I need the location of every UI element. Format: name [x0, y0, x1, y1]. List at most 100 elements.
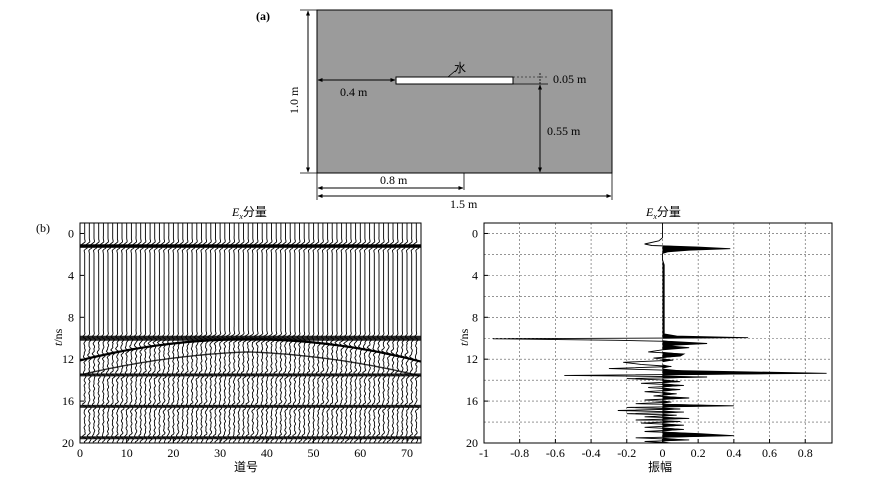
x-tick-label: 0.8 — [798, 446, 813, 460]
wiggle-trace — [109, 223, 116, 443]
wiggle-trace — [342, 223, 350, 443]
x-tick-label: 0.6 — [762, 446, 777, 460]
x-tick-label: -1 — [479, 446, 489, 460]
model-background — [316, 9, 613, 174]
offset-dimension-label: 0.4 m — [340, 85, 368, 99]
x-tick-label: -0.8 — [510, 446, 529, 460]
right-x-axis-label: 振幅 — [648, 459, 672, 474]
radargram-frame — [79, 222, 422, 444]
x-tick-label: -0.4 — [582, 446, 601, 460]
wiggle-trace — [356, 223, 364, 443]
wiggle-trace — [394, 223, 401, 443]
left-title-rest: 分量 — [243, 205, 267, 219]
wiggle-trace — [127, 223, 135, 443]
y-tick-label: 4 — [68, 268, 74, 282]
y-tick-label: 8 — [472, 310, 478, 324]
wiggle-trace — [207, 223, 215, 443]
left-chart-title: Ex分量 — [231, 205, 267, 221]
right-chart-title: Ex分量 — [645, 205, 681, 221]
wiggle-trace — [380, 223, 387, 443]
height-dimension-label: 1.0 m — [287, 86, 301, 114]
left-ylabel-rest: /ns — [51, 328, 65, 342]
wiggle-trace — [272, 223, 281, 443]
wiggle-trace — [314, 223, 322, 443]
wiggle-trace — [281, 223, 289, 443]
wiggle-trace — [333, 223, 340, 443]
wiggle-trace — [174, 223, 182, 443]
wiggle-trace — [300, 223, 308, 443]
wiggle-trace — [165, 223, 173, 443]
y-tick-label: 12 — [466, 352, 478, 366]
wiggle-trace — [169, 223, 177, 443]
thickness-dimension-label: 0.05 m — [553, 72, 587, 86]
wiggle-trace — [216, 223, 225, 443]
wiggle-trace — [235, 223, 244, 443]
water-leader — [447, 70, 456, 78]
wiggle-trace — [146, 223, 153, 443]
wiggle-trace — [197, 223, 205, 443]
wiggle-trace — [188, 223, 196, 443]
wiggle-trace — [403, 223, 411, 443]
y-tick-label: 16 — [62, 394, 74, 408]
x-tick-label: 0 — [77, 446, 83, 460]
panel-b-label: (b) — [36, 221, 50, 235]
left-axis-ticks: 0 10 20 30 40 50 60 70 0 4 8 12 16 20 — [62, 226, 413, 460]
wiggle-trace — [295, 223, 303, 443]
water-label: 水 — [454, 61, 466, 75]
panel-b-right: Ex分量 -1 -0.8 -0.6 -0.4 -0.2 0 0.2 0.4 0.6 0.8 0 4 8 1… — [457, 205, 833, 474]
right-axis-ticks: -1 -0.8 -0.6 -0.4 -0.2 0 0.2 0.4 0.6 0.8 0 4 8 12 16 20 — [466, 226, 813, 460]
wiggle-trace — [151, 223, 159, 443]
wiggle-trace — [412, 223, 420, 443]
wiggle-trace — [328, 223, 336, 443]
width-dimension-label: 1.5 m — [450, 197, 478, 211]
y-tick-label: 4 — [472, 268, 478, 282]
trace-plot-background — [484, 223, 832, 443]
reflection-band — [80, 404, 421, 408]
trace-line — [492, 223, 827, 443]
wiggle-trace — [132, 223, 139, 443]
left-title-sub: x — [238, 212, 243, 221]
x-tick-label: 50 — [308, 446, 320, 460]
x-tick-label: 0.2 — [691, 446, 706, 460]
y-tick-label: 16 — [466, 394, 478, 408]
x-tick-label: 20 — [167, 446, 179, 460]
x-tick-label: 60 — [354, 446, 366, 460]
panel-b-left: (b) Ex分量 0 10 20 30 40 50 60 70 0 4 8 12 16 20 t/ns 道… — [36, 205, 422, 474]
x-tick-label: 40 — [261, 446, 273, 460]
wiggle-trace — [155, 223, 163, 443]
reflection-band — [80, 373, 421, 377]
wiggle-trace — [398, 223, 406, 443]
wiggle-trace — [361, 223, 368, 443]
wiggle-trace — [408, 223, 415, 443]
wiggle-trace — [291, 223, 298, 443]
wiggle-trace — [370, 223, 378, 443]
panel-a: (a) 水 1.0 m 0.4 m 0.05 m 0.55 m 0.8 m 1.… — [256, 9, 613, 211]
y-tick-label: 20 — [466, 436, 478, 450]
panel-a-label: (a) — [256, 9, 270, 23]
right-title-sub: x — [652, 212, 657, 221]
wiggle-trace — [244, 223, 253, 443]
reflection-band — [80, 436, 421, 440]
wiggle-trace — [95, 223, 102, 443]
wiggle-trace — [389, 223, 396, 443]
wiggle-trace — [253, 223, 262, 443]
half-dimension-label: 0.8 m — [380, 173, 408, 187]
wiggle-trace — [90, 223, 98, 443]
x-tick-label: 0 — [659, 446, 665, 460]
x-tick-label: 30 — [214, 446, 226, 460]
x-tick-label: -0.2 — [617, 446, 636, 460]
wiggle-trace — [179, 223, 186, 443]
y-tick-label: 0 — [472, 226, 478, 240]
y-tick-label: 12 — [62, 352, 74, 366]
wiggle-trace — [211, 223, 220, 443]
wiggle-trace — [277, 223, 285, 443]
x-tick-label: -0.6 — [546, 446, 565, 460]
wiggle-trace — [263, 223, 271, 443]
x-tick-label: 0.4 — [726, 446, 741, 460]
x-tick-label: 10 — [121, 446, 133, 460]
wiggle-trace — [118, 223, 126, 443]
wiggle-trace — [338, 223, 345, 443]
wiggle-trace — [99, 223, 107, 443]
wiggle-trace — [352, 223, 359, 443]
reflection-band — [80, 244, 421, 248]
